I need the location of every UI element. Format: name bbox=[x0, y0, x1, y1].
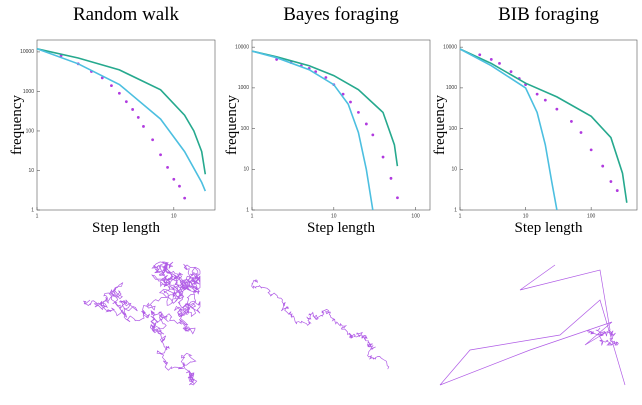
x-tick-label: 10 bbox=[331, 213, 337, 219]
data-point bbox=[478, 53, 482, 57]
data-point bbox=[324, 76, 328, 79]
x-axis-label: Step length bbox=[307, 220, 375, 236]
y-tick-label: 10 bbox=[243, 167, 249, 173]
data-point bbox=[349, 100, 352, 104]
y-tick-label: 100 bbox=[26, 128, 35, 134]
data-point bbox=[579, 131, 583, 134]
data-point bbox=[589, 148, 593, 152]
data-point bbox=[381, 155, 385, 159]
trajectory bbox=[251, 279, 390, 370]
fit-curve bbox=[459, 48, 558, 211]
data-point bbox=[151, 138, 155, 142]
x-axis-label: Step length bbox=[92, 220, 160, 236]
y-tick-label: 1 bbox=[454, 207, 457, 213]
y-tick-label: 100 bbox=[449, 126, 458, 132]
data-point bbox=[371, 133, 375, 137]
fit-curve bbox=[251, 50, 374, 211]
data-point bbox=[570, 120, 573, 123]
data-point bbox=[341, 92, 345, 96]
y-tick-label: 1000 bbox=[446, 85, 457, 91]
x-tick-label: 10 bbox=[171, 213, 177, 219]
fit-curve bbox=[251, 50, 399, 167]
data-point bbox=[357, 110, 360, 114]
data-point bbox=[131, 108, 135, 111]
x-tick-label: 1 bbox=[36, 213, 39, 219]
y-tick-label: 10000 bbox=[235, 44, 249, 50]
plot-frame bbox=[36, 39, 216, 211]
x-tick-label: 100 bbox=[587, 213, 596, 219]
data-point bbox=[615, 189, 619, 192]
fit-curve bbox=[459, 48, 628, 203]
fit-curve bbox=[36, 48, 207, 192]
x-tick-label: 100 bbox=[411, 213, 420, 219]
x-tick-label: 1 bbox=[459, 213, 462, 219]
data-point bbox=[142, 125, 145, 128]
fit-curve bbox=[36, 48, 207, 175]
data-point bbox=[396, 196, 399, 200]
trajectory bbox=[82, 261, 201, 386]
trajectory bbox=[439, 264, 626, 386]
data-point bbox=[364, 122, 368, 126]
y-axis-label: frequency bbox=[432, 95, 448, 155]
data-point bbox=[535, 92, 539, 96]
plot-frame bbox=[459, 39, 638, 211]
data-point bbox=[159, 153, 162, 157]
data-point bbox=[498, 61, 501, 65]
x-tick-label: 10 bbox=[523, 213, 529, 219]
data-point bbox=[555, 107, 559, 111]
x-axis-label: Step length bbox=[515, 220, 583, 236]
y-tick-label: 10000 bbox=[443, 44, 457, 50]
data-point bbox=[543, 98, 547, 102]
y-tick-label: 1 bbox=[31, 207, 34, 213]
x-tick-label: 1 bbox=[251, 213, 254, 219]
data-point bbox=[489, 58, 493, 61]
data-point bbox=[117, 91, 121, 95]
y-axis-label: frequency bbox=[9, 95, 25, 155]
data-point bbox=[110, 84, 113, 88]
data-point bbox=[601, 164, 605, 168]
y-tick-label: 10 bbox=[28, 168, 34, 174]
y-tick-label: 1000 bbox=[238, 85, 249, 91]
data-point bbox=[166, 165, 169, 169]
data-point bbox=[100, 76, 104, 80]
chart-title: Random walk bbox=[73, 4, 180, 25]
y-tick-label: 1 bbox=[246, 207, 249, 213]
y-tick-label: 10 bbox=[451, 167, 457, 173]
data-point bbox=[389, 176, 393, 180]
data-point bbox=[172, 177, 176, 181]
plot-frame bbox=[251, 39, 431, 211]
trajectory bbox=[586, 327, 619, 347]
data-point bbox=[509, 70, 513, 74]
data-point bbox=[178, 184, 181, 188]
chart-title: Bayes foraging bbox=[283, 4, 399, 25]
data-point bbox=[609, 180, 613, 183]
data-point bbox=[136, 116, 140, 119]
y-axis-label: frequency bbox=[224, 95, 240, 155]
y-tick-label: 1000 bbox=[23, 89, 34, 95]
data-point bbox=[124, 100, 128, 104]
data-point bbox=[183, 196, 187, 200]
chart-title: BIB foraging bbox=[498, 4, 599, 25]
y-tick-label: 100 bbox=[241, 126, 250, 132]
y-tick-label: 10000 bbox=[20, 49, 34, 55]
